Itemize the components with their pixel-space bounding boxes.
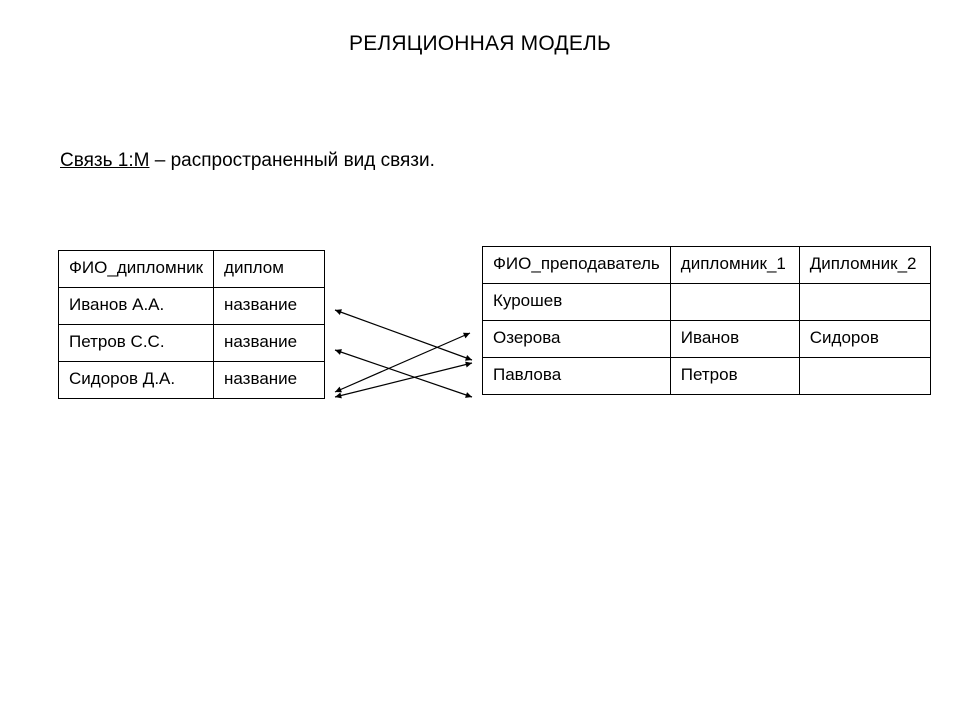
right-table: ФИО_преподаватель дипломник_1 Дипломник_… [482,246,931,395]
col-header: Дипломник_2 [799,247,930,284]
cell: Петров [670,358,799,395]
cell: Петров С.С. [59,325,214,362]
table-row: Петров С.С. название [59,325,325,362]
cell: название [214,362,325,399]
table-row: ФИО_дипломник диплом [59,251,325,288]
cell: Иванов А.А. [59,288,214,325]
cell: Озерова [483,321,671,358]
subtitle-rest: – распространенный вид связи. [149,150,434,171]
table-row: Курошев [483,284,931,321]
page: РЕЛЯЦИОННАЯ МОДЕЛЬ Связь 1:М – распростр… [0,0,960,720]
cell: Курошев [483,284,671,321]
cell: Сидоров Д.А. [59,362,214,399]
left-table: ФИО_дипломник диплом Иванов А.А. названи… [58,250,325,399]
table-row: Павлова Петров [483,358,931,395]
subtitle: Связь 1:М – распространенный вид связи. [60,150,435,172]
col-header: ФИО_преподаватель [483,247,671,284]
cell: название [214,325,325,362]
table-row: ФИО_преподаватель дипломник_1 Дипломник_… [483,247,931,284]
col-header: дипломник_1 [670,247,799,284]
subtitle-underlined: Связь 1:М [60,150,149,171]
table-row: Сидоров Д.А. название [59,362,325,399]
cell [799,358,930,395]
table-row: Озерова Иванов Сидоров [483,321,931,358]
cell: Сидоров [799,321,930,358]
cell [670,284,799,321]
table-row: Иванов А.А. название [59,288,325,325]
cell [799,284,930,321]
cell: Иванов [670,321,799,358]
cell: название [214,288,325,325]
col-header: ФИО_дипломник [59,251,214,288]
col-header: диплом [214,251,325,288]
cell: Павлова [483,358,671,395]
page-title: РЕЛЯЦИОННАЯ МОДЕЛЬ [0,32,960,56]
